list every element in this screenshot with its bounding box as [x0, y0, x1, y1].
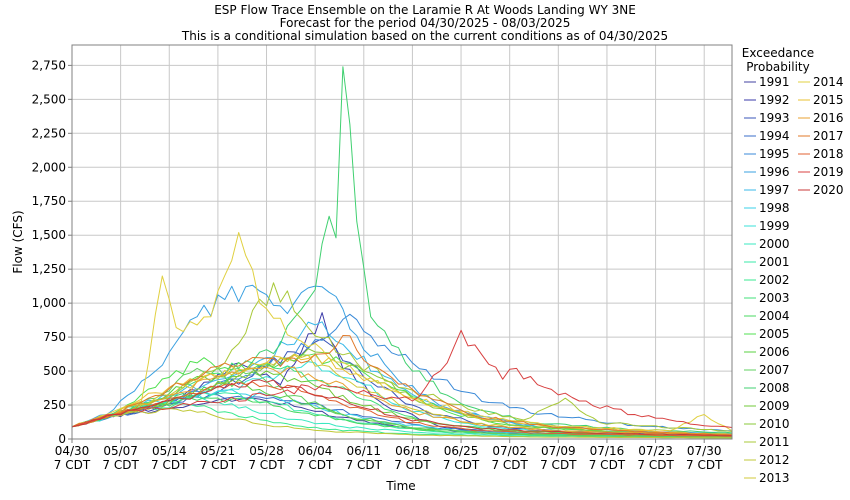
series-line-2007 [71, 367, 732, 438]
y-axis: 0 250 500 750 1,000 1,250 1,500 1,750 2,000 2,250… [32, 58, 72, 446]
legend-label-2020: 2020 [813, 183, 844, 197]
chart-title: ESP Flow Trace Ensemble on the Laramie R… [214, 3, 636, 17]
x-tick-label-time: 7 CDT [637, 458, 674, 472]
legend-label-2010: 2010 [759, 417, 790, 431]
x-tick-label-time: 7 CDT [54, 458, 91, 472]
legend-label-1995: 1995 [759, 147, 790, 161]
chart-subtitle-period: Forecast for the period 04/30/2025 - 08/… [280, 16, 571, 30]
legend-label-1994: 1994 [759, 129, 790, 143]
legend-label-2018: 2018 [813, 147, 844, 161]
legend-label-2011: 2011 [759, 435, 790, 449]
series-line-2020 [71, 379, 732, 437]
x-tick-label-date: 07/02 [492, 444, 527, 458]
y-tick-label: 1,500 [32, 228, 66, 242]
legend-title-line1: Exceedance [742, 46, 814, 60]
y-tick-label: 2,250 [32, 126, 66, 140]
legend-label-2012: 2012 [759, 453, 790, 467]
x-tick-label-date: 05/14 [152, 444, 187, 458]
y-tick-label: 1,750 [32, 194, 66, 208]
y-axis-label: Flow (CFS) [11, 210, 25, 273]
x-tick-label-date: 07/09 [541, 444, 576, 458]
x-tick-label-time: 7 CDT [589, 458, 626, 472]
legend-label-1998: 1998 [759, 201, 790, 215]
series-lines [71, 66, 733, 439]
legend-label-1993: 1993 [759, 111, 790, 125]
x-tick-label-date: 04/30 [55, 444, 90, 458]
x-axis-label: Time [385, 479, 415, 493]
x-tick-label-date: 05/28 [249, 444, 284, 458]
x-tick-label-time: 7 CDT [443, 458, 480, 472]
x-tick-label-date: 05/07 [103, 444, 138, 458]
legend-label-2003: 2003 [759, 291, 790, 305]
legend-label-1999: 1999 [759, 219, 790, 233]
x-tick-label-time: 7 CDT [297, 458, 334, 472]
series-line-2011 [71, 282, 733, 432]
legend-title-line2: Probability [746, 60, 809, 74]
y-tick-label: 2,750 [32, 58, 66, 72]
y-tick-label: 1,250 [32, 262, 66, 276]
x-tick-label-date: 06/04 [298, 444, 333, 458]
series-line-2018 [71, 381, 733, 437]
legend-label-2004: 2004 [759, 309, 790, 323]
x-tick-label-time: 7 CDT [102, 458, 139, 472]
x-tick-label-time: 7 CDT [540, 458, 577, 472]
plot-border [71, 44, 733, 440]
legend-label-1997: 1997 [759, 183, 790, 197]
x-tick-label-time: 7 CDT [491, 458, 528, 472]
x-tick-label-time: 7 CDT [686, 458, 723, 472]
series-line-2019 [71, 329, 733, 428]
y-tick-label: 500 [43, 364, 66, 378]
x-tick-label-date: 05/21 [201, 444, 236, 458]
legend-label-2019: 2019 [813, 165, 844, 179]
y-tick-label: 2,500 [32, 92, 66, 106]
x-tick-label-date: 07/30 [687, 444, 722, 458]
x-tick-label-date: 07/23 [638, 444, 673, 458]
y-tick-label: 0 [58, 432, 66, 446]
x-tick-label-date: 06/18 [395, 444, 430, 458]
legend: Exceedance Probability 1991 1992 1993 1994 1… [742, 46, 844, 485]
series-line-2012 [71, 408, 732, 439]
legend-label-2006: 2006 [759, 345, 790, 359]
legend-label-2005: 2005 [759, 327, 790, 341]
chart-subtitle-conditions: This is a conditional simulation based o… [181, 29, 668, 43]
x-tick-label-time: 7 CDT [346, 458, 383, 472]
plot-area [71, 44, 733, 440]
x-tick-label-time: 7 CDT [394, 458, 431, 472]
legend-label-2009: 2009 [759, 399, 790, 413]
y-tick-label: 250 [43, 398, 66, 412]
series-line-2008 [71, 66, 733, 434]
legend-label-2015: 2015 [813, 93, 844, 107]
legend-label-1991: 1991 [759, 75, 790, 89]
legend-label-2014: 2014 [813, 75, 844, 89]
legend-label-2013: 2013 [759, 471, 790, 485]
legend-label-2017: 2017 [813, 129, 844, 143]
x-tick-label-date: 06/25 [444, 444, 479, 458]
legend-label-2002: 2002 [759, 273, 790, 287]
legend-label-1996: 1996 [759, 165, 790, 179]
series-line-2017 [71, 335, 733, 436]
legend-label-2001: 2001 [759, 255, 790, 269]
series-line-2016 [71, 366, 733, 436]
y-tick-label: 2,000 [32, 160, 66, 174]
y-tick-label: 1,000 [32, 296, 66, 310]
legend-label-1992: 1992 [759, 93, 790, 107]
x-tick-label-date: 07/16 [590, 444, 625, 458]
legend-label-2000: 2000 [759, 237, 790, 251]
x-tick-label-date: 06/11 [346, 444, 381, 458]
legend-label-2016: 2016 [813, 111, 844, 125]
plot-background [72, 45, 732, 439]
x-tick-label-time: 7 CDT [248, 458, 285, 472]
y-tick-label: 750 [43, 330, 66, 344]
x-tick-label-time: 7 CDT [200, 458, 237, 472]
legend-label-2008: 2008 [759, 381, 790, 395]
legend-label-2007: 2007 [759, 363, 790, 377]
x-tick-label-time: 7 CDT [151, 458, 188, 472]
series-line-1997 [71, 321, 733, 435]
